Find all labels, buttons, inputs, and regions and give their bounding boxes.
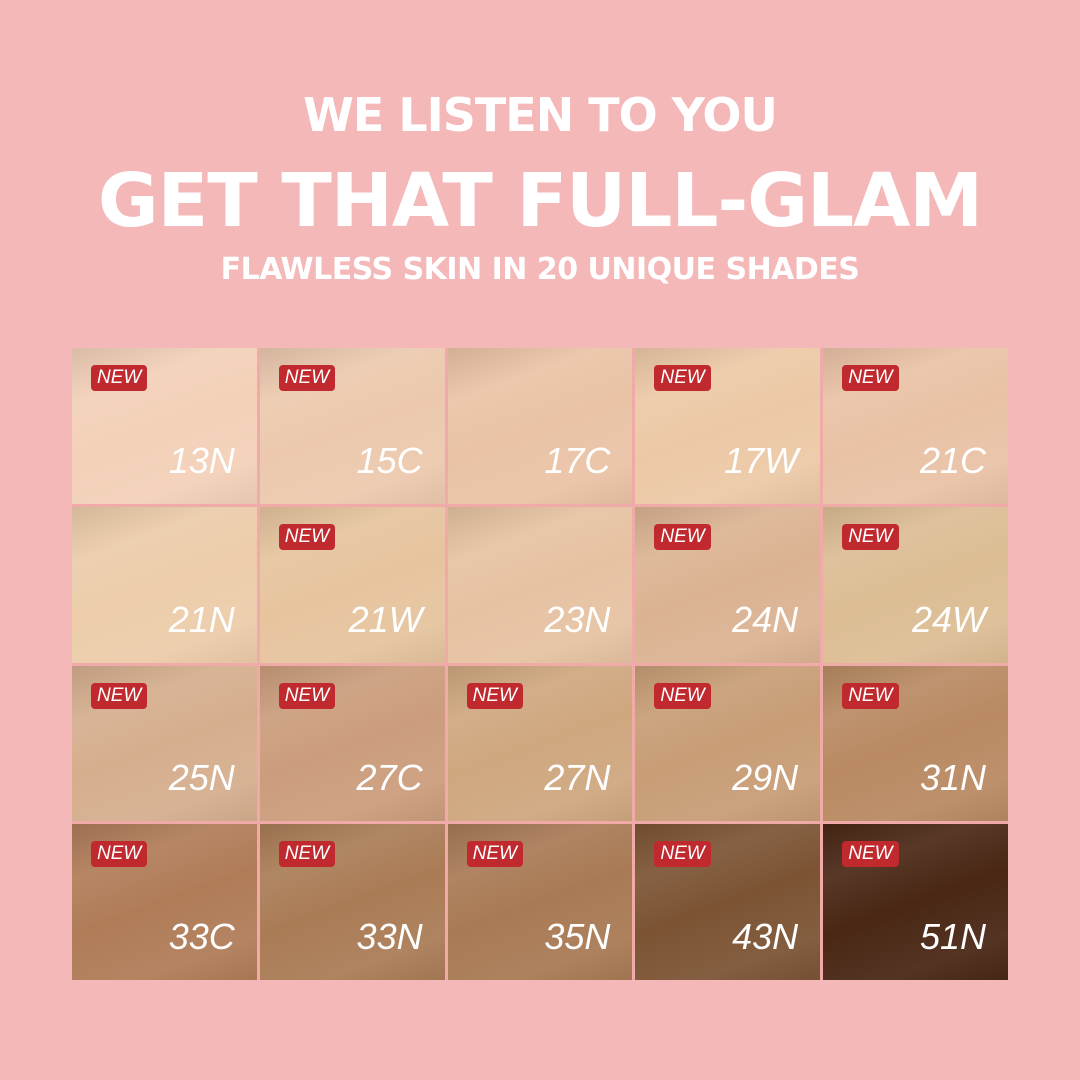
shade-name: 13N bbox=[168, 439, 235, 481]
new-badge: NEW bbox=[842, 841, 899, 868]
new-badge: NEW bbox=[654, 365, 711, 391]
shade-name: 33C bbox=[168, 916, 235, 957]
shade-name: 29N bbox=[732, 757, 799, 799]
new-badge: NEW bbox=[654, 682, 711, 709]
shade-swatch: NEW 24W bbox=[823, 506, 1008, 663]
shade-swatch: 21N bbox=[72, 506, 257, 663]
shade-swatch: NEW 21W bbox=[259, 506, 445, 663]
new-badge: NEW bbox=[91, 682, 148, 709]
shade-grid: NEW 13N NEW 15C 17C NEW 17W NEW 21C 21N NEW 21W 23N N… bbox=[72, 348, 1008, 980]
shade-name: 21C bbox=[919, 439, 986, 481]
shade-swatch: NEW 25N bbox=[72, 665, 257, 822]
shade-name: 15C bbox=[356, 439, 423, 481]
shade-name: 31N bbox=[919, 757, 986, 799]
shade-swatch: NEW 15C bbox=[259, 348, 445, 504]
new-badge: NEW bbox=[278, 682, 336, 709]
shade-swatch: NEW 31N bbox=[823, 665, 1008, 822]
new-badge: NEW bbox=[278, 523, 336, 550]
new-badge: NEW bbox=[842, 682, 899, 709]
new-badge: NEW bbox=[278, 841, 336, 868]
shade-name: 21N bbox=[168, 598, 235, 640]
new-badge: NEW bbox=[654, 523, 711, 550]
headline-top: WE LISTEN TO YOU bbox=[303, 88, 778, 142]
shade-swatch: NEW 27N bbox=[447, 665, 633, 822]
new-badge: NEW bbox=[278, 365, 336, 391]
shade-swatch: NEW 43N bbox=[635, 824, 821, 980]
shade-name: 27N bbox=[544, 757, 611, 799]
shade-swatch: NEW 21C bbox=[823, 348, 1008, 504]
shade-swatch: 23N bbox=[447, 506, 633, 663]
new-badge: NEW bbox=[466, 682, 523, 709]
new-badge: NEW bbox=[842, 365, 899, 391]
shade-swatch: NEW 17W bbox=[635, 348, 821, 504]
shade-name: 24W bbox=[911, 598, 986, 640]
shade-name: 23N bbox=[544, 598, 611, 640]
headline-main: GET THAT FULL-GLAM bbox=[97, 158, 983, 244]
shade-swatch: NEW 29N bbox=[635, 665, 821, 822]
subheadline: FLAWLESS SKIN IN 20 UNIQUE SHADES bbox=[220, 252, 860, 287]
shade-swatch: NEW 13N bbox=[72, 348, 257, 504]
shade-swatch: NEW 33N bbox=[259, 824, 445, 980]
shade-name: 27C bbox=[356, 757, 423, 799]
shade-swatch: NEW 27C bbox=[259, 665, 445, 822]
shade-swatch: NEW 24N bbox=[635, 506, 821, 663]
shade-name: 17C bbox=[544, 439, 611, 481]
shade-name: 43N bbox=[732, 916, 799, 957]
new-badge: NEW bbox=[91, 841, 148, 868]
shade-name: 35N bbox=[544, 916, 611, 957]
new-badge: NEW bbox=[842, 523, 899, 550]
new-badge: NEW bbox=[466, 841, 523, 868]
shade-swatch: NEW 35N bbox=[447, 824, 633, 980]
shade-name: 21W bbox=[348, 598, 423, 640]
shade-swatch: NEW 51N bbox=[823, 824, 1008, 980]
shade-swatch: NEW 33C bbox=[72, 824, 257, 980]
new-badge: NEW bbox=[654, 841, 711, 868]
shade-swatch: 17C bbox=[447, 348, 633, 504]
shade-name: 33N bbox=[356, 916, 423, 957]
shade-name: 24N bbox=[732, 598, 799, 640]
shade-name: 25N bbox=[168, 757, 235, 799]
new-badge: NEW bbox=[91, 365, 148, 391]
shade-name: 51N bbox=[919, 916, 986, 957]
shade-name: 17W bbox=[724, 439, 799, 481]
